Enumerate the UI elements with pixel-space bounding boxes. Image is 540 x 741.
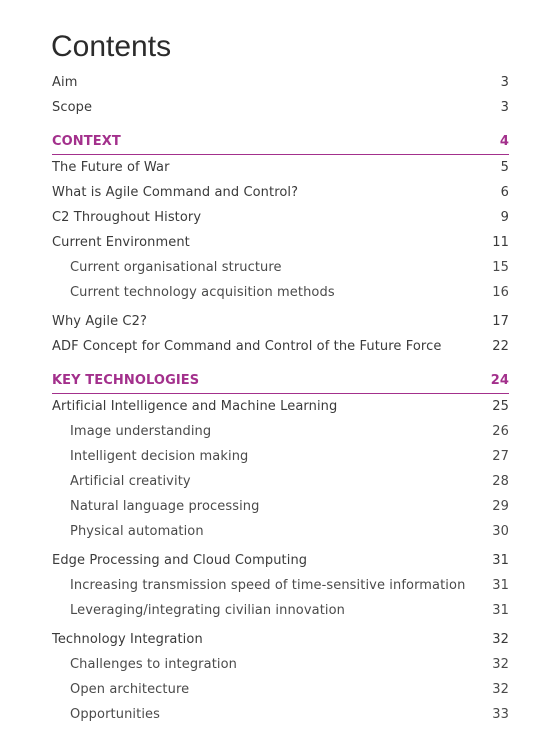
entry-label: Current organisational structure	[70, 260, 282, 275]
page-number: 9	[500, 210, 509, 225]
toc-entry: Current Environment 11	[52, 230, 509, 255]
toc-entry: Aim 3	[52, 70, 509, 95]
page-number: 17	[492, 314, 509, 329]
page-number: 16	[492, 285, 509, 300]
entry-label: Challenges to integration	[70, 657, 237, 672]
page-number: 32	[492, 657, 509, 672]
toc-entry: Challenges to integration 32	[52, 652, 509, 677]
page-title: Contents	[51, 30, 172, 63]
entry-label: Artificial creativity	[70, 474, 191, 489]
entry-label: Opportunities	[70, 707, 161, 722]
entry-label: CONTEXT	[52, 134, 121, 149]
page-number: 31	[492, 553, 509, 568]
entry-label: Leveraging/integrating civilian innovati…	[70, 603, 346, 618]
toc-entry: Technology Integration 32	[52, 627, 509, 652]
entry-label: Intelligent decision making	[70, 449, 249, 464]
entry-label: Natural language processing	[70, 499, 260, 514]
page-number: 27	[492, 449, 509, 464]
page-number: 15	[492, 260, 509, 275]
entry-label: Current Environment	[52, 235, 190, 250]
page-number: 32	[492, 632, 509, 647]
entry-label: Edge Processing and Cloud Computing	[52, 553, 308, 568]
entry-label: Increasing transmission speed of time-se…	[70, 578, 466, 593]
entry-label: Open architecture	[70, 682, 190, 697]
page-number: 31	[492, 578, 509, 593]
entry-label: What is Agile Command and Control?	[52, 185, 299, 200]
page-number: 25	[492, 399, 509, 414]
entry-label: Technology Integration	[52, 632, 203, 647]
entry-label: The Future of War	[52, 160, 170, 175]
entry-label: Current technology acquisition methods	[70, 285, 335, 300]
table-of-contents: Aim 3 Scope 3 CONTEXT 4 The Future of War 5 What…	[52, 70, 509, 727]
entry-label: KEY TECHNOLOGIES	[52, 373, 200, 388]
entry-label: Aim	[52, 75, 78, 90]
page-number: 32	[492, 682, 509, 697]
toc-entry: Open architecture 32	[52, 677, 509, 702]
toc-entry: Leveraging/integrating civilian innovati…	[52, 598, 509, 623]
toc-entry: Current technology acquisition methods 16	[52, 280, 509, 305]
toc-entry: Intelligent decision making 27	[52, 444, 509, 469]
page-number: 5	[500, 160, 509, 175]
toc-entry: Artificial creativity 28	[52, 469, 509, 494]
page-number: 11	[492, 235, 509, 250]
toc-entry: Opportunities 33	[52, 702, 509, 727]
toc-entry: The Future of War 5	[52, 155, 509, 180]
toc-entry: Scope 3	[52, 95, 509, 120]
entry-label: ADF Concept for Command and Control of t…	[52, 339, 442, 354]
toc-entry: C2 Throughout History 9	[52, 205, 509, 230]
entry-label: Why Agile C2?	[52, 314, 147, 329]
page-number: 22	[492, 339, 509, 354]
page-number: 24	[490, 373, 509, 388]
entry-label: Physical automation	[70, 524, 204, 539]
entry-label: Image understanding	[70, 424, 212, 439]
page-number: 4	[499, 134, 509, 149]
toc-entry: Current organisational structure 15	[52, 255, 509, 280]
toc-entry: Edge Processing and Cloud Computing 31	[52, 548, 509, 573]
page-number: 26	[492, 424, 509, 439]
page-number: 33	[492, 707, 509, 722]
page-number: 3	[500, 75, 509, 90]
entry-label: Artificial Intelligence and Machine Lear…	[52, 399, 338, 414]
toc-entry: Increasing transmission speed of time-se…	[52, 573, 509, 598]
toc-entry: Image understanding 26	[52, 419, 509, 444]
page-number: 6	[500, 185, 509, 200]
page-number: 29	[492, 499, 509, 514]
toc-entry: Natural language processing 29	[52, 494, 509, 519]
page-number: 3	[500, 100, 509, 115]
section-heading: CONTEXT 4	[52, 130, 509, 155]
toc-entry: What is Agile Command and Control? 6	[52, 180, 509, 205]
entry-label: C2 Throughout History	[52, 210, 202, 225]
toc-entry: Artificial Intelligence and Machine Lear…	[52, 394, 509, 419]
section-heading: KEY TECHNOLOGIES 24	[52, 369, 509, 394]
page-number: 28	[492, 474, 509, 489]
toc-entry: Physical automation 30	[52, 519, 509, 544]
page-number: 31	[492, 603, 509, 618]
entry-label: Scope	[52, 100, 93, 115]
page-number: 30	[492, 524, 509, 539]
toc-entry: ADF Concept for Command and Control of t…	[52, 334, 509, 359]
toc-entry: Why Agile C2? 17	[52, 309, 509, 334]
